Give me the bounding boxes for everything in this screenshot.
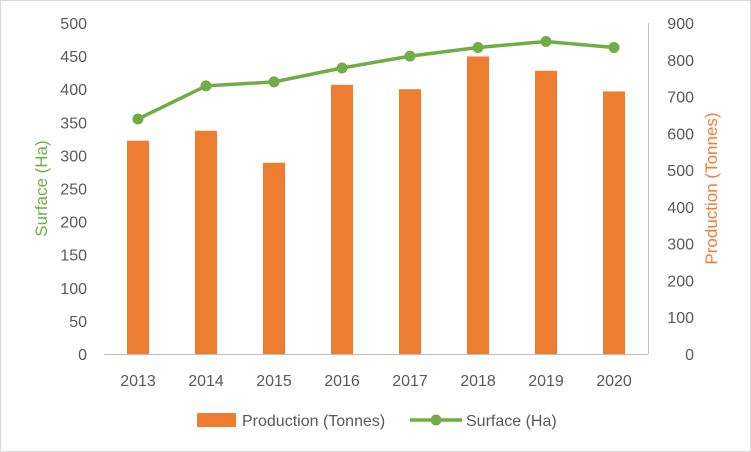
left-tick-label: 300 (60, 148, 87, 165)
right-tick-label: 100 (667, 310, 694, 327)
x-tick-label: 2020 (596, 373, 632, 390)
bar-production-2017 (399, 89, 421, 354)
left-tick-label: 500 (60, 16, 87, 33)
right-tick-label: 300 (667, 237, 694, 254)
line-surface (136, 39, 616, 121)
right-tick-label: 900 (667, 16, 694, 33)
left-tick-label: 400 (60, 82, 87, 99)
legend-swatch-production (197, 413, 236, 427)
left-tick-label: 150 (60, 248, 87, 265)
left-tick-label: 0 (78, 347, 87, 364)
x-tick-label: 2014 (188, 373, 224, 390)
right-tick-label: 500 (667, 163, 694, 180)
left-tick-label: 350 (60, 115, 87, 132)
right-tick-label: 700 (667, 90, 694, 107)
bar-production-2019 (535, 70, 557, 355)
line-layer (132, 36, 620, 125)
point-surface-2020 (608, 41, 620, 53)
x-tick-label: 2019 (528, 373, 564, 390)
point-surface-2016 (336, 62, 348, 74)
point-surface-2015 (268, 76, 280, 88)
bar-production-2014 (195, 130, 217, 354)
right-tick-label: 400 (667, 200, 694, 217)
point-surface-2017 (404, 50, 416, 62)
x-tick-label: 2013 (120, 373, 156, 390)
x-tick-label: 2015 (256, 373, 292, 390)
left-tick-label: 450 (60, 49, 87, 66)
bar-production-2018 (467, 56, 489, 355)
bar-production-2020 (603, 91, 625, 354)
left-tick-label: 250 (60, 182, 87, 199)
legend-label-production: Production (Tonnes) (242, 413, 385, 430)
point-surface-2014 (200, 80, 212, 92)
x-tick-label: 2017 (392, 373, 428, 390)
x-tick-label: 2016 (324, 373, 360, 390)
point-surface-2018 (472, 41, 484, 53)
bar-production-2015 (263, 162, 285, 354)
left-tick-label: 50 (69, 314, 87, 331)
legend: Production (Tonnes) Surface (Ha) (197, 413, 557, 430)
left-axis-title: Surface (Ha) (32, 140, 51, 236)
x-tick-label: 2018 (460, 373, 496, 390)
right-tick-label: 600 (667, 126, 694, 143)
bars-layer (127, 56, 625, 355)
ticks-layer: 0 50 100 150 200 250 300 350 400 450 500 0 100 200 300… (60, 16, 694, 390)
legend-label-surface: Surface (Ha) (466, 413, 557, 430)
right-axis-title: Production (Tonnes) (702, 112, 721, 264)
right-tick-label: 0 (685, 347, 694, 364)
titles-layer: Surface (Ha) Production (Tonnes) (32, 112, 721, 264)
right-tick-label: 200 (667, 273, 694, 290)
axes-layer (104, 23, 649, 355)
right-tick-label: 800 (667, 53, 694, 70)
point-surface-2013 (132, 113, 144, 125)
left-tick-label: 100 (60, 281, 87, 298)
point-surface-2019 (540, 36, 552, 48)
legend-swatch-surface-marker (430, 414, 442, 426)
bar-production-2016 (331, 84, 353, 354)
left-tick-label: 200 (60, 215, 87, 232)
bar-production-2013 (127, 140, 149, 354)
